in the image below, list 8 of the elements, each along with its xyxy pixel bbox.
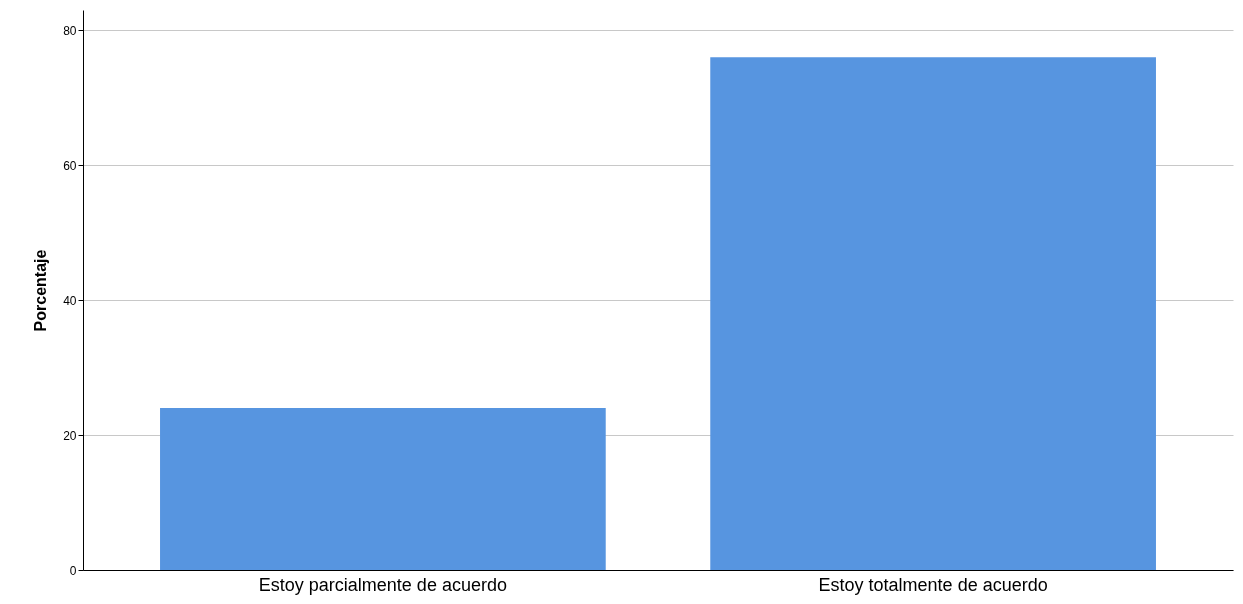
x-tick-label: Estoy parcialmente de acuerdo: [258, 574, 507, 595]
y-tick-label: 20: [63, 428, 77, 443]
x-tick-label: Estoy totalmente de acuerdo: [818, 574, 1048, 595]
y-axis-title: Porcentaje: [32, 249, 50, 332]
y-tick-label: 40: [63, 293, 77, 308]
y-tick-label: 80: [63, 23, 77, 38]
y-tick-label: 60: [63, 158, 77, 173]
y-tick-label: 0: [69, 563, 77, 578]
